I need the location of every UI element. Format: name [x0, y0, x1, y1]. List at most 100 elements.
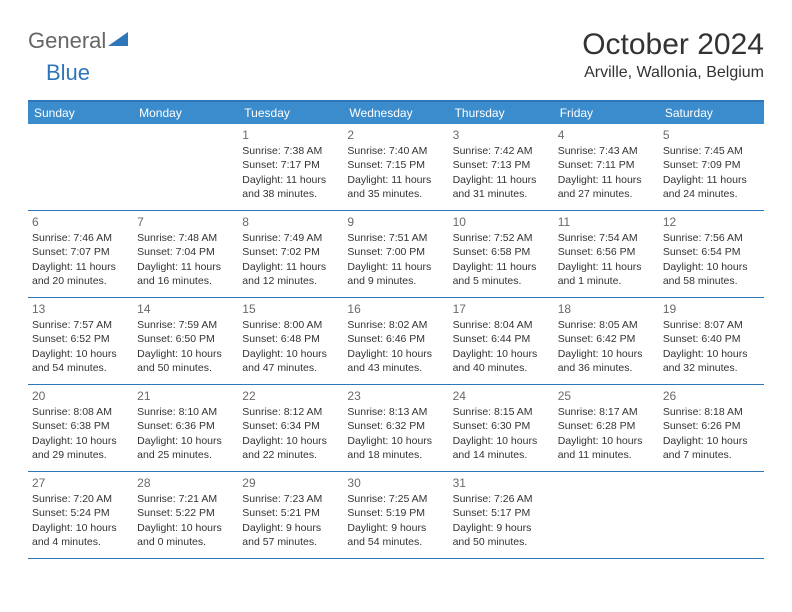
day-number: 8	[242, 214, 339, 230]
daylight-text: Daylight: 11 hours	[137, 260, 234, 274]
day-cell: 8Sunrise: 7:49 AMSunset: 7:02 PMDaylight…	[238, 211, 343, 297]
daylight-text: Daylight: 11 hours	[242, 173, 339, 187]
sunset-text: Sunset: 6:58 PM	[453, 245, 550, 259]
sunset-text: Sunset: 7:11 PM	[558, 158, 655, 172]
daylight-text: and 36 minutes.	[558, 361, 655, 375]
daylight-text: and 29 minutes.	[32, 448, 129, 462]
location-text: Arville, Wallonia, Belgium	[582, 64, 764, 82]
day-number: 31	[453, 475, 550, 491]
day-cell: 27Sunrise: 7:20 AMSunset: 5:24 PMDayligh…	[28, 472, 133, 558]
day-number: 26	[663, 388, 760, 404]
sunrise-text: Sunrise: 7:42 AM	[453, 144, 550, 158]
day-number: 7	[137, 214, 234, 230]
calendar-body: 1Sunrise: 7:38 AMSunset: 7:17 PMDaylight…	[28, 124, 764, 559]
daylight-text: Daylight: 10 hours	[453, 434, 550, 448]
daylight-text: and 27 minutes.	[558, 187, 655, 201]
day-number: 15	[242, 301, 339, 317]
sunrise-text: Sunrise: 7:56 AM	[663, 231, 760, 245]
day-cell: 21Sunrise: 8:10 AMSunset: 6:36 PMDayligh…	[133, 385, 238, 471]
sunset-text: Sunset: 6:38 PM	[32, 419, 129, 433]
day-number: 4	[558, 127, 655, 143]
day-number: 1	[242, 127, 339, 143]
sunset-text: Sunset: 6:30 PM	[453, 419, 550, 433]
daylight-text: Daylight: 10 hours	[558, 347, 655, 361]
weekday-friday: Friday	[554, 102, 659, 124]
daylight-text: Daylight: 10 hours	[32, 347, 129, 361]
sunrise-text: Sunrise: 7:23 AM	[242, 492, 339, 506]
daylight-text: and 50 minutes.	[453, 535, 550, 549]
day-cell: 30Sunrise: 7:25 AMSunset: 5:19 PMDayligh…	[343, 472, 448, 558]
daylight-text: Daylight: 10 hours	[32, 521, 129, 535]
daylight-text: Daylight: 10 hours	[347, 434, 444, 448]
day-cell	[133, 124, 238, 210]
sunset-text: Sunset: 7:13 PM	[453, 158, 550, 172]
calendar-week: 20Sunrise: 8:08 AMSunset: 6:38 PM Dayligh…	[28, 385, 764, 472]
day-cell: 4Sunrise: 7:43 AMSunset: 7:11 PMDaylight…	[554, 124, 659, 210]
sunset-text: Sunset: 6:48 PM	[242, 332, 339, 346]
sunset-text: Sunset: 6:42 PM	[558, 332, 655, 346]
sunrise-text: Sunrise: 7:46 AM	[32, 231, 129, 245]
day-number: 5	[663, 127, 760, 143]
sunset-text: Sunset: 7:17 PM	[242, 158, 339, 172]
daylight-text: and 38 minutes.	[242, 187, 339, 201]
day-number: 12	[663, 214, 760, 230]
sunrise-text: Sunrise: 7:49 AM	[242, 231, 339, 245]
daylight-text: Daylight: 9 hours	[347, 521, 444, 535]
sunrise-text: Sunrise: 8:08 AM	[32, 405, 129, 419]
day-number: 22	[242, 388, 339, 404]
sunset-text: Sunset: 6:46 PM	[347, 332, 444, 346]
day-cell: 11Sunrise: 7:54 AMSunset: 6:56 PMDayligh…	[554, 211, 659, 297]
day-cell: 31Sunrise: 7:26 AMSunset: 5:17 PMDayligh…	[449, 472, 554, 558]
day-cell	[659, 472, 764, 558]
daylight-text: and 43 minutes.	[347, 361, 444, 375]
sunrise-text: Sunrise: 7:40 AM	[347, 144, 444, 158]
sunrise-text: Sunrise: 7:21 AM	[137, 492, 234, 506]
day-cell: 14Sunrise: 7:59 AMSunset: 6:50 PMDayligh…	[133, 298, 238, 384]
day-number: 20	[32, 388, 129, 404]
sunrise-text: Sunrise: 8:07 AM	[663, 318, 760, 332]
daylight-text: Daylight: 11 hours	[242, 260, 339, 274]
day-cell: 19Sunrise: 8:07 AMSunset: 6:40 PMDayligh…	[659, 298, 764, 384]
sunrise-text: Sunrise: 7:26 AM	[453, 492, 550, 506]
sunset-text: Sunset: 7:07 PM	[32, 245, 129, 259]
daylight-text: and 5 minutes.	[453, 274, 550, 288]
logo: General	[28, 28, 130, 54]
daylight-text: and 0 minutes.	[137, 535, 234, 549]
day-cell: 24Sunrise: 8:15 AMSunset: 6:30 PMDayligh…	[449, 385, 554, 471]
day-number: 9	[347, 214, 444, 230]
sunrise-text: Sunrise: 8:10 AM	[137, 405, 234, 419]
sunrise-text: Sunrise: 7:38 AM	[242, 144, 339, 158]
sunrise-text: Sunrise: 7:59 AM	[137, 318, 234, 332]
sunset-text: Sunset: 7:04 PM	[137, 245, 234, 259]
daylight-text: and 9 minutes.	[347, 274, 444, 288]
sunset-text: Sunset: 7:15 PM	[347, 158, 444, 172]
day-cell: 18Sunrise: 8:05 AMSunset: 6:42 PMDayligh…	[554, 298, 659, 384]
daylight-text: and 54 minutes.	[32, 361, 129, 375]
day-number: 13	[32, 301, 129, 317]
day-cell: 20Sunrise: 8:08 AMSunset: 6:38 PMDayligh…	[28, 385, 133, 471]
sunrise-text: Sunrise: 7:51 AM	[347, 231, 444, 245]
sunset-text: Sunset: 6:50 PM	[137, 332, 234, 346]
daylight-text: Daylight: 10 hours	[242, 347, 339, 361]
daylight-text: and 18 minutes.	[347, 448, 444, 462]
daylight-text: Daylight: 11 hours	[32, 260, 129, 274]
sunset-text: Sunset: 6:56 PM	[558, 245, 655, 259]
sunrise-text: Sunrise: 8:02 AM	[347, 318, 444, 332]
daylight-text: Daylight: 11 hours	[663, 173, 760, 187]
logo-text-2: Blue	[46, 60, 90, 85]
day-number: 21	[137, 388, 234, 404]
daylight-text: and 14 minutes.	[453, 448, 550, 462]
daylight-text: and 22 minutes.	[242, 448, 339, 462]
sunset-text: Sunset: 6:32 PM	[347, 419, 444, 433]
day-number: 29	[242, 475, 339, 491]
day-number: 16	[347, 301, 444, 317]
daylight-text: and 24 minutes.	[663, 187, 760, 201]
daylight-text: Daylight: 11 hours	[347, 260, 444, 274]
daylight-text: Daylight: 11 hours	[453, 260, 550, 274]
sunrise-text: Sunrise: 8:17 AM	[558, 405, 655, 419]
sunrise-text: Sunrise: 7:45 AM	[663, 144, 760, 158]
sunset-text: Sunset: 6:40 PM	[663, 332, 760, 346]
daylight-text: Daylight: 10 hours	[137, 521, 234, 535]
sunrise-text: Sunrise: 8:05 AM	[558, 318, 655, 332]
sunset-text: Sunset: 7:02 PM	[242, 245, 339, 259]
